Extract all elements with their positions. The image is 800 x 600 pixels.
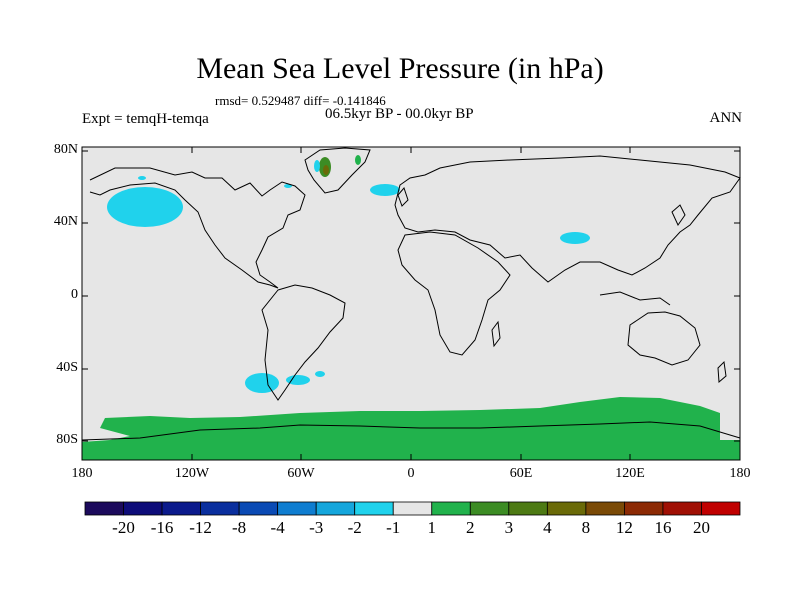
coast-australia: [627, 311, 701, 366]
coast-africa: [397, 231, 511, 356]
stats-subtitle: rmsd= 0.529487 diff= -0.141846: [215, 93, 386, 108]
colorbar-label: -16: [150, 518, 174, 537]
colorbar-label: -20: [112, 518, 135, 537]
colorbar-label: -12: [189, 518, 212, 537]
colorbar-label: 16: [654, 518, 672, 537]
greenland-positive-east: [355, 155, 361, 165]
lon-label: 0: [407, 466, 415, 481]
season-label: ANN: [709, 110, 743, 126]
lon-label: 120E: [615, 466, 645, 481]
colorbar-swatch: [508, 501, 548, 516]
colorbar-swatch: [161, 501, 201, 516]
colorbar: [84, 501, 741, 516]
colorbar-swatch: [585, 501, 625, 516]
lon-label: 180: [71, 466, 93, 481]
colorbar-swatch: [84, 501, 124, 516]
coast-new-zealand: [717, 360, 727, 384]
colorbar-label: 20: [692, 518, 710, 537]
tibet-negative: [560, 232, 590, 244]
colorbar-label: -2: [347, 518, 362, 537]
coast-japan: [671, 204, 686, 226]
coast-south-america: [261, 284, 346, 401]
colorbar-swatch: [701, 501, 741, 516]
coast-uk: [397, 187, 409, 207]
colorbar-label: 2: [466, 518, 475, 537]
lon-label: 120W: [174, 466, 210, 481]
colorbar-label: -1: [386, 518, 401, 537]
coast-eurasia: [394, 155, 741, 283]
hudson-negative-small: [284, 184, 292, 188]
experiment-label: Expt = temqH-temqa: [82, 111, 209, 127]
colorbar-swatch: [431, 501, 471, 516]
lon-label: 60W: [287, 466, 315, 481]
colorbar-swatch: [238, 501, 279, 516]
y-ticks: [82, 150, 740, 442]
colorbar-label: 3: [504, 518, 514, 537]
lon-label: 60E: [509, 466, 533, 481]
coast-antarctica: [81, 421, 741, 441]
map-title: Mean Sea Level Pressure (in hPa): [196, 52, 604, 85]
colorbar-label: 1: [427, 518, 437, 537]
colorbar-swatch: [546, 501, 587, 516]
coast-madagascar: [491, 320, 501, 348]
colorbar-label: 12: [615, 518, 633, 537]
antarctic-positive-band: [82, 397, 740, 460]
colorbar-label: -3: [309, 518, 324, 537]
colorbar-label: -4: [270, 518, 285, 537]
lat-label: 40N: [53, 214, 78, 229]
north-pacific-negative: [107, 187, 183, 227]
south-pacific-negative: [245, 373, 279, 393]
colorbar-label: 8: [581, 518, 591, 537]
south-atlantic-negative: [286, 375, 310, 385]
lat-label: 0: [71, 287, 78, 302]
lon-label: 180: [729, 466, 751, 481]
colorbar-swatch: [469, 501, 510, 516]
colorbar-swatch: [200, 501, 240, 516]
colorbar-swatch: [662, 501, 702, 516]
colorbar-swatch: [315, 501, 356, 516]
period-subtitle: 06.5kyr BP - 00.0kyr BP: [325, 106, 474, 122]
lat-label: 80S: [56, 432, 78, 447]
colorbar-label: -8: [232, 518, 247, 537]
coast-north-america: [89, 167, 306, 289]
colorbar-swatch: [392, 501, 433, 516]
north-atlantic-negative: [370, 184, 400, 196]
coastlines: [81, 147, 741, 441]
colorbar-swatch: [277, 501, 317, 516]
south-atlantic-negative-small: [315, 371, 325, 377]
coast-greenland: [304, 147, 371, 194]
colorbar-swatch: [123, 501, 163, 516]
colorbar-label: 4: [543, 518, 552, 537]
coast-indonesia: [599, 291, 671, 306]
lat-label: 80N: [53, 142, 78, 157]
arctic-negative-small: [138, 176, 146, 180]
lat-label: 40S: [56, 360, 78, 375]
colorbar-swatch: [354, 501, 394, 516]
x-ticks: [81, 147, 741, 460]
greenland-negative-west: [314, 160, 320, 172]
greenland-positive-core: [323, 165, 329, 175]
colorbar-swatch: [624, 501, 664, 516]
